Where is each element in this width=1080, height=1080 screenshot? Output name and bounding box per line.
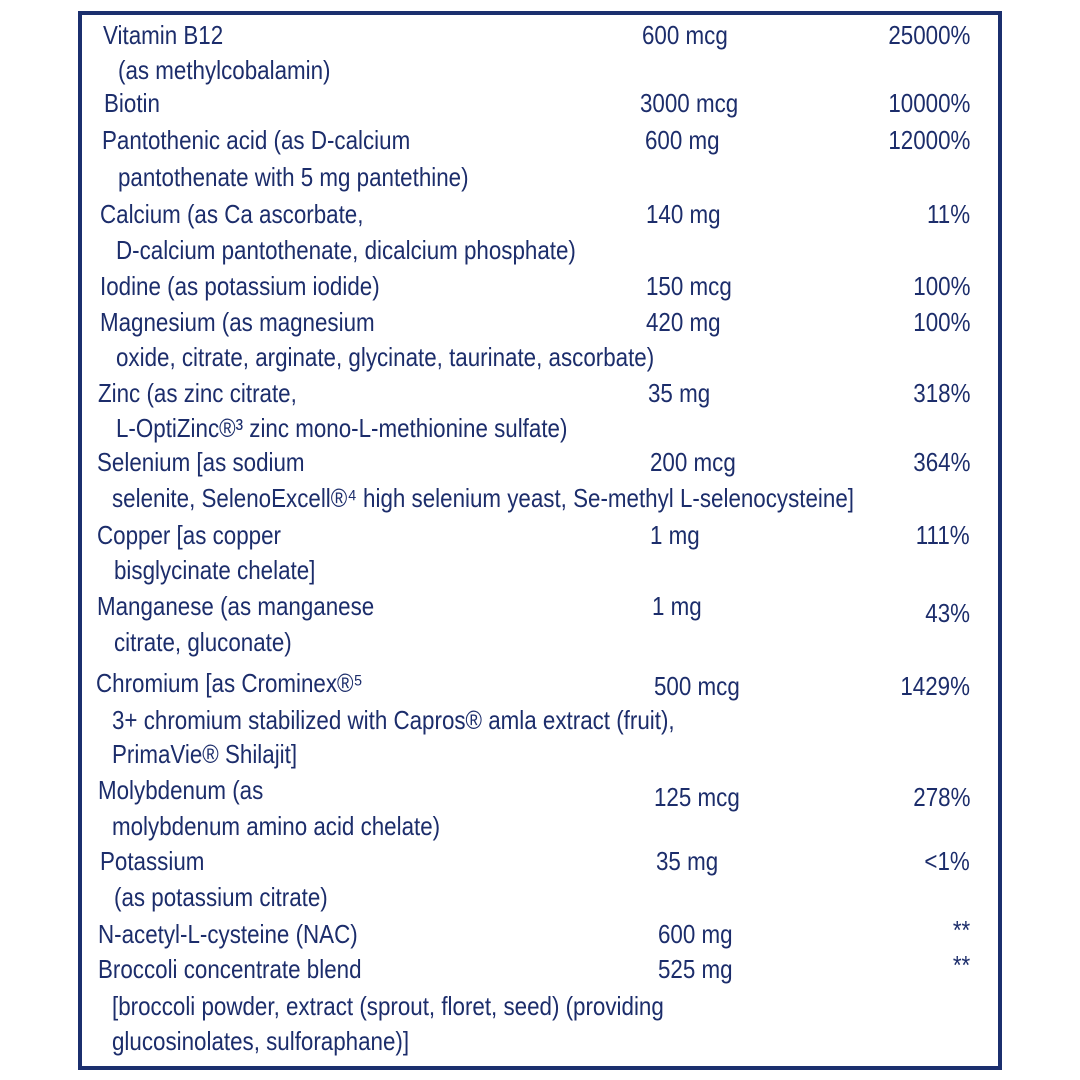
daily-value-percent: 278%	[912, 782, 970, 812]
nutrient-name: Selenium [as sodium	[97, 447, 305, 477]
nutrient-source: citrate, gluconate)	[114, 627, 292, 657]
amount-per-serving: 125 mcg	[654, 782, 740, 812]
nutrient-name: Magnesium (as magnesium	[100, 307, 375, 337]
amount-per-serving: 600 mg	[645, 125, 720, 155]
nutrient-name: N-acetyl-L-cysteine (NAC)	[98, 919, 358, 949]
daily-value-percent: 318%	[912, 378, 970, 408]
panel-border	[78, 11, 1002, 1070]
daily-value-percent: 100%	[912, 307, 970, 337]
nutrient-name: Vitamin B12	[103, 20, 224, 50]
amount-per-serving: 1 mg	[650, 520, 700, 550]
amount-per-serving: 600 mg	[658, 919, 733, 949]
nutrient-source: L-OptiZinc®³ zinc mono-L-methionine sulf…	[116, 413, 568, 443]
nutrient-source: molybdenum amino acid chelate)	[112, 811, 441, 841]
amount-per-serving: 3000 mcg	[640, 88, 739, 118]
daily-value-percent: 111%	[916, 520, 970, 550]
nutrient-name: Potassium	[100, 846, 205, 876]
nutrient-source: selenite, SelenoExcell®⁴ high selenium y…	[112, 483, 854, 513]
amount-per-serving: 35 mg	[656, 846, 719, 876]
nutrient-name: Iodine (as potassium iodide)	[100, 271, 380, 301]
nutrient-source: oxide, citrate, arginate, glycinate, tau…	[116, 342, 655, 372]
nutrient-name: Chromium [as Crominex®⁵	[96, 668, 363, 698]
amount-per-serving: 140 mg	[646, 199, 721, 229]
daily-value-percent: 10000%	[887, 88, 970, 118]
amount-per-serving: 525 mg	[658, 954, 733, 984]
nutrient-name: Calcium (as Ca ascorbate,	[100, 199, 364, 229]
daily-value-percent: **	[952, 915, 970, 945]
nutrient-source: [broccoli powder, extract (sprout, flore…	[112, 991, 664, 1021]
daily-value-percent: 25000%	[887, 20, 970, 50]
amount-per-serving: 600 mcg	[642, 20, 728, 50]
nutrient-name: Molybdenum (as	[98, 775, 264, 805]
daily-value-percent: 43%	[925, 598, 970, 628]
nutrient-source: glucosinolates, sulforaphane)]	[112, 1026, 410, 1056]
nutrient-source: (as methylcobalamin)	[118, 55, 331, 85]
daily-value-percent: 364%	[912, 447, 970, 477]
daily-value-percent: 100%	[912, 271, 970, 301]
amount-per-serving: 150 mcg	[646, 271, 732, 301]
amount-per-serving: 1 mg	[652, 591, 702, 621]
nutrient-source: (as potassium citrate)	[114, 882, 328, 912]
nutrient-source: 3+ chromium stabilized with Capros® amla…	[112, 705, 675, 735]
amount-per-serving: 500 mcg	[654, 671, 740, 701]
nutrient-name: Pantothenic acid (as D-calcium	[102, 125, 411, 155]
nutrient-name: Broccoli concentrate blend	[98, 954, 362, 984]
amount-per-serving: 200 mcg	[650, 447, 736, 477]
daily-value-percent: 11%	[926, 199, 970, 229]
amount-per-serving: 420 mg	[646, 307, 721, 337]
daily-value-percent: 1429%	[900, 671, 970, 701]
nutrient-name: Manganese (as manganese	[97, 591, 375, 621]
nutrient-source: bisglycinate chelate]	[114, 555, 316, 585]
nutrient-name: Zinc (as zinc citrate,	[98, 378, 297, 408]
daily-value-percent: **	[952, 950, 970, 980]
nutrient-name: Biotin	[104, 88, 160, 118]
daily-value-percent: <1%	[924, 846, 970, 876]
nutrient-source: pantothenate with 5 mg pantethine)	[118, 162, 469, 192]
nutrient-source: PrimaVie® Shilajit]	[112, 739, 298, 769]
nutrient-source: D-calcium pantothenate, dicalcium phosph…	[116, 235, 576, 265]
nutrient-name: Copper [as copper	[97, 520, 281, 550]
amount-per-serving: 35 mg	[648, 378, 711, 408]
daily-value-percent: 12000%	[887, 125, 970, 155]
